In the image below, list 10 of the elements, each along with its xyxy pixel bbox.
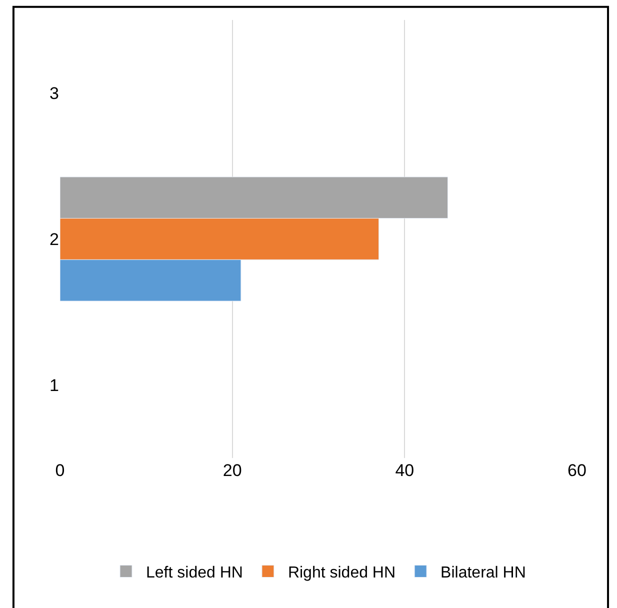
legend-label: Bilateral HN — [440, 564, 526, 582]
y-tick-label: 1 — [50, 376, 59, 395]
x-tick-label: 20 — [222, 461, 242, 480]
y-tick-label: 2 — [50, 230, 59, 249]
legend-label: Left sided HN — [146, 564, 243, 582]
legend-label: Right sided HN — [288, 564, 396, 582]
x-tick-label: 40 — [395, 461, 414, 480]
x-tick-label: 0 — [55, 461, 65, 480]
y-tick-label: 3 — [50, 84, 59, 103]
x-tick-label: 60 — [568, 461, 586, 480]
